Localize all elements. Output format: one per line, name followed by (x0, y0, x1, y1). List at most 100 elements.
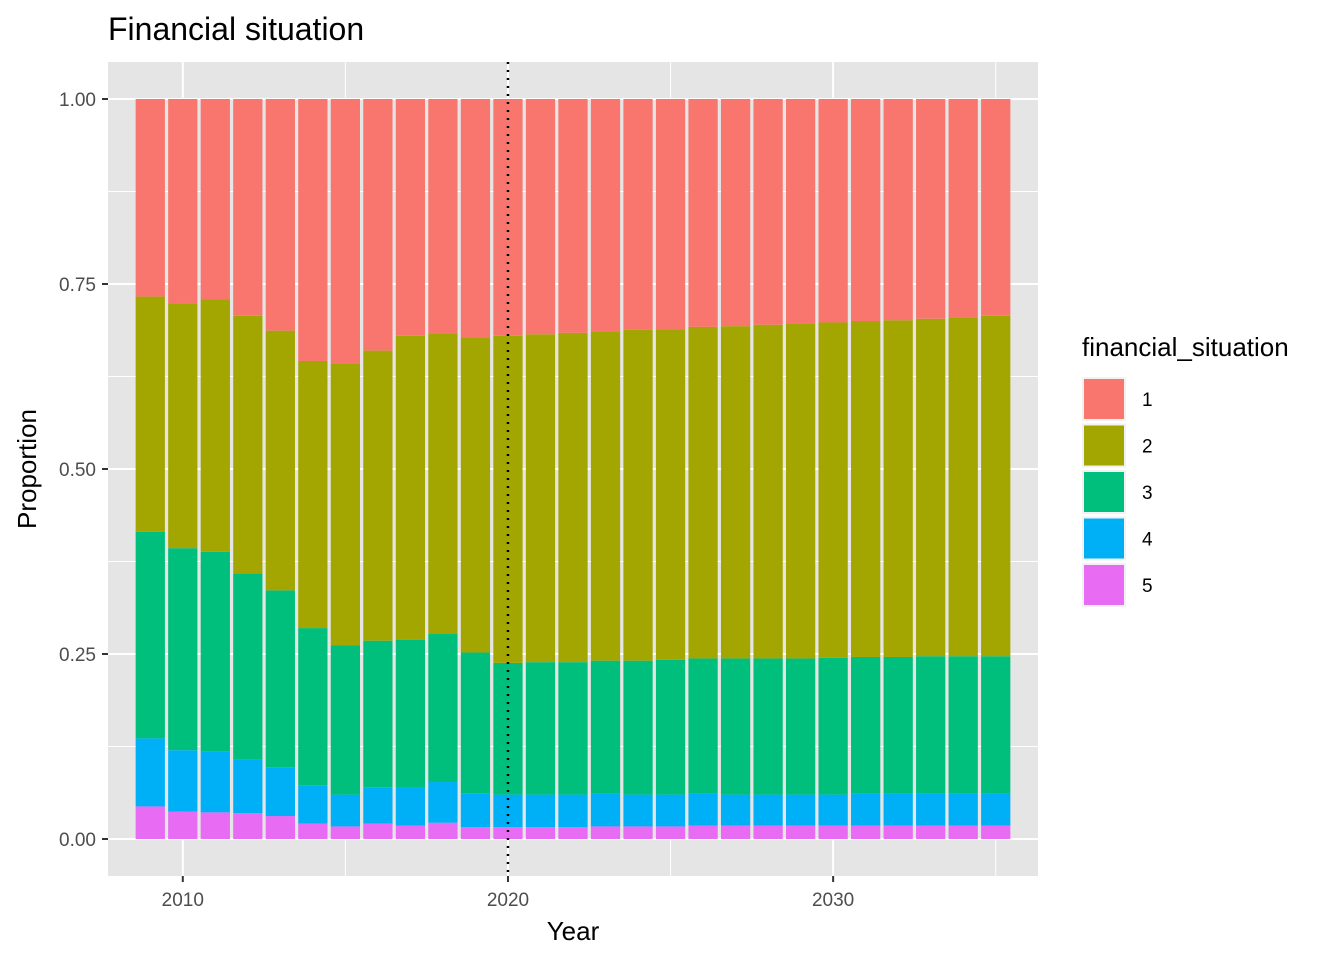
bar-segment-3-2027 (720, 658, 751, 795)
bar-segment-3-2013 (265, 590, 295, 768)
bar-segment-3-2014 (298, 628, 328, 786)
bar-segment-3-2011 (200, 551, 230, 752)
bar-segment-4-2026 (688, 793, 718, 826)
bar-segment-3-2009 (135, 531, 165, 739)
bar-segment-5-2035 (981, 825, 1011, 839)
bar-segment-5-2015 (330, 826, 361, 839)
bar-segment-2-2028 (753, 324, 783, 659)
bar-segment-5-2034 (948, 825, 978, 839)
y-tick-label: 0.25 (59, 645, 96, 666)
bar-segment-2-2019 (460, 338, 491, 653)
bar-segment-5-2009 (135, 806, 165, 839)
bar-segment-1-2031 (851, 99, 881, 321)
bar-segment-5-2022 (558, 827, 588, 839)
bar-segment-1-2020 (493, 99, 523, 336)
legend-swatch-4 (1084, 518, 1124, 559)
bar-segment-2-2017 (395, 335, 426, 640)
bar-segment-4-2014 (298, 785, 328, 824)
bar-segment-2-2016 (363, 350, 393, 641)
bar-segment-1-2033 (916, 99, 946, 319)
bar-segment-4-2019 (460, 793, 491, 828)
bar-segment-4-2020 (493, 794, 523, 828)
bar-segment-2-2035 (981, 315, 1011, 657)
bar-segment-3-2034 (948, 656, 978, 794)
bar-segment-2-2009 (135, 296, 165, 532)
bar-segment-2-2024 (623, 329, 653, 661)
bar-segment-3-2031 (851, 656, 881, 794)
bar-segment-5-2014 (298, 823, 328, 839)
bar-segment-2-2025 (655, 329, 686, 660)
legend: financial_situation 1 2 3 4 5 (1082, 332, 1289, 607)
bar-segment-1-2032 (883, 99, 913, 321)
bar-segment-5-2012 (233, 813, 263, 839)
bar-segment-3-2032 (883, 656, 913, 794)
bar-segment-3-2026 (688, 658, 718, 794)
bar-segment-4-2030 (818, 794, 848, 826)
bar-segment-2-2026 (688, 326, 718, 659)
bar-segment-1-2014 (298, 99, 328, 361)
bar-segment-5-2011 (200, 812, 230, 839)
bar-segment-4-2023 (590, 793, 621, 827)
bar-segment-3-2019 (460, 652, 491, 794)
bar-segment-3-2023 (590, 660, 621, 794)
bar-segment-4-2017 (395, 787, 426, 826)
bar-segment-2-2015 (330, 363, 361, 646)
bar-segment-4-2013 (265, 767, 295, 817)
bar-segment-1-2025 (655, 99, 686, 330)
bar-segment-5-2028 (753, 825, 783, 839)
bar-segment-2-2020 (493, 335, 523, 663)
legend-swatch-1 (1084, 379, 1124, 419)
bar-segment-1-2030 (818, 99, 848, 323)
bar-segment-4-2035 (981, 793, 1011, 826)
bar-segment-4-2018 (428, 782, 458, 823)
bar-segment-4-2022 (558, 794, 588, 828)
y-axis: 0.00 0.25 0.50 0.75 1.00 (59, 90, 108, 851)
legend-swatch-3 (1084, 472, 1124, 512)
bar-segment-4-2028 (753, 794, 783, 826)
bar-segment-5-2030 (818, 825, 848, 839)
bar-segment-2-2012 (233, 315, 263, 574)
x-tick-label: 2020 (487, 890, 529, 911)
bar-segment-5-2027 (720, 825, 751, 839)
y-axis-title: Proportion (12, 409, 42, 529)
bar-segment-3-2016 (363, 640, 393, 788)
legend-title: financial_situation (1082, 332, 1289, 362)
bar-segment-3-2018 (428, 634, 458, 783)
bar-segment-5-2024 (623, 826, 653, 839)
bar-segment-3-2010 (168, 548, 198, 751)
bar-segment-5-2029 (785, 825, 816, 839)
bar-segment-4-2016 (363, 787, 393, 824)
bar-segment-1-2009 (135, 99, 165, 297)
bar-segment-2-2011 (200, 299, 230, 552)
bar-segment-3-2033 (916, 656, 946, 794)
bar-segment-2-2021 (525, 334, 556, 663)
bar-segment-2-2018 (428, 333, 458, 635)
legend-swatch-2 (1084, 425, 1124, 466)
bar-segment-5-2016 (363, 823, 393, 839)
bar-segment-1-2012 (233, 99, 263, 316)
bar-segment-1-2021 (525, 99, 556, 335)
x-tick-label: 2030 (812, 890, 854, 911)
bar-segment-2-2010 (168, 303, 198, 549)
bar-segment-2-2031 (851, 321, 881, 657)
bar-segment-3-2017 (395, 639, 426, 788)
bar-segment-5-2032 (883, 825, 913, 839)
bar-segment-1-2029 (785, 99, 816, 324)
bar-segment-1-2022 (558, 99, 588, 333)
bar-segment-5-2031 (851, 825, 881, 839)
bar-segment-5-2033 (916, 825, 946, 839)
bar-segment-4-2032 (883, 793, 913, 826)
bar-segment-1-2024 (623, 99, 653, 330)
legend-label-4: 4 (1142, 530, 1153, 551)
bar-segment-1-2028 (753, 99, 783, 325)
y-tick-label: 1.00 (59, 90, 96, 111)
bar-segment-3-2035 (981, 656, 1011, 794)
bar-segment-5-2020 (493, 827, 523, 839)
bar-segment-3-2024 (623, 660, 653, 795)
bar-segment-3-2029 (785, 658, 816, 795)
bar-segment-3-2025 (655, 659, 686, 795)
bar-segment-4-2034 (948, 793, 978, 826)
bar-segment-4-2031 (851, 793, 881, 826)
bar-segment-2-2029 (785, 323, 816, 659)
